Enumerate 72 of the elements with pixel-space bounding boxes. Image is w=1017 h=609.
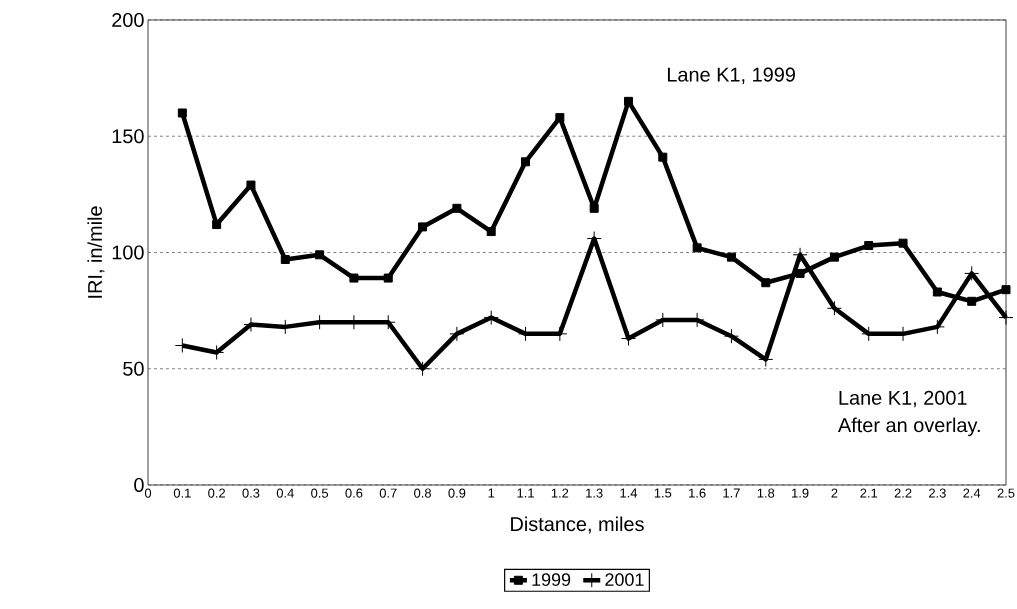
point bbox=[964, 265, 980, 281]
x-tick-label: 1.2 bbox=[551, 488, 569, 498]
x-tick-label: 1 bbox=[488, 488, 495, 498]
legend-label: 2001 bbox=[605, 573, 644, 586]
point bbox=[415, 361, 431, 377]
point bbox=[449, 326, 465, 342]
point bbox=[555, 113, 565, 123]
x-axis-title: Distance, miles bbox=[511, 516, 644, 534]
point bbox=[177, 108, 187, 118]
point bbox=[483, 310, 499, 326]
x-tick-label: 0.8 bbox=[414, 488, 432, 498]
point bbox=[692, 243, 702, 253]
point bbox=[723, 328, 739, 344]
y-tick-label: 150 bbox=[112, 129, 144, 144]
point bbox=[658, 152, 668, 162]
x-tick-label: 0.2 bbox=[208, 488, 225, 498]
point bbox=[864, 241, 874, 251]
x-tick-label: 2.4 bbox=[963, 488, 981, 498]
x-tick-label: 0 bbox=[144, 488, 152, 498]
point bbox=[349, 273, 359, 283]
x-tick-label: 1.7 bbox=[723, 488, 740, 498]
x-tick-label: 0.6 bbox=[345, 488, 363, 498]
x-tick-label: 1.6 bbox=[689, 488, 706, 498]
x-tick-label: 0.3 bbox=[242, 488, 260, 498]
y-axis-title: IRI, in/mile bbox=[87, 206, 105, 298]
x-tick-label: 0.5 bbox=[311, 488, 329, 498]
point bbox=[589, 203, 599, 213]
point bbox=[898, 238, 908, 248]
x-tick-label: 2.5 bbox=[997, 488, 1015, 498]
annotation: Lane K1, 1999 bbox=[667, 67, 795, 85]
point bbox=[383, 273, 393, 283]
point bbox=[795, 268, 805, 278]
point bbox=[761, 278, 771, 288]
x-tick-label: 0.9 bbox=[448, 488, 466, 498]
x-tick-label: 1.8 bbox=[757, 488, 775, 498]
point bbox=[998, 310, 1014, 326]
x-tick-label: 1.5 bbox=[654, 488, 672, 498]
point bbox=[212, 220, 222, 230]
point bbox=[418, 222, 428, 232]
x-tick-label: 2.1 bbox=[860, 488, 878, 498]
annotation: Lane K1, 2001 bbox=[839, 390, 967, 408]
point bbox=[623, 96, 633, 106]
point bbox=[929, 319, 945, 335]
point bbox=[521, 157, 531, 167]
x-tick-label: 1.3 bbox=[586, 488, 603, 498]
x-tick-label: 0.1 bbox=[173, 488, 191, 498]
x-tick-label: 2 bbox=[831, 488, 838, 498]
x-tick-label: 2.2 bbox=[894, 488, 912, 498]
x-tick-label: 0.4 bbox=[276, 488, 294, 498]
x-tick-label: 0.7 bbox=[379, 488, 397, 498]
x-tick-label: 2.3 bbox=[929, 488, 946, 498]
point bbox=[246, 180, 256, 190]
legend-label: 1999 bbox=[532, 573, 571, 586]
y-tick-label: 100 bbox=[112, 245, 144, 260]
y-tick-label: 50 bbox=[123, 361, 144, 376]
x-tick-label: 1.9 bbox=[792, 488, 809, 498]
point bbox=[792, 247, 808, 263]
point bbox=[826, 300, 842, 316]
y-tick-label: 200 bbox=[112, 12, 144, 28]
point bbox=[452, 203, 462, 213]
point bbox=[829, 252, 839, 262]
point bbox=[967, 296, 977, 306]
point bbox=[1001, 285, 1011, 295]
point bbox=[280, 254, 290, 264]
x-tick-label: 1.1 bbox=[517, 488, 534, 498]
annotation: After an overlay. bbox=[837, 417, 980, 437]
point bbox=[758, 351, 774, 367]
point bbox=[932, 287, 942, 297]
x-tick-label: 1.4 bbox=[620, 488, 638, 498]
point bbox=[726, 252, 736, 262]
point bbox=[486, 227, 496, 237]
point bbox=[315, 250, 325, 260]
